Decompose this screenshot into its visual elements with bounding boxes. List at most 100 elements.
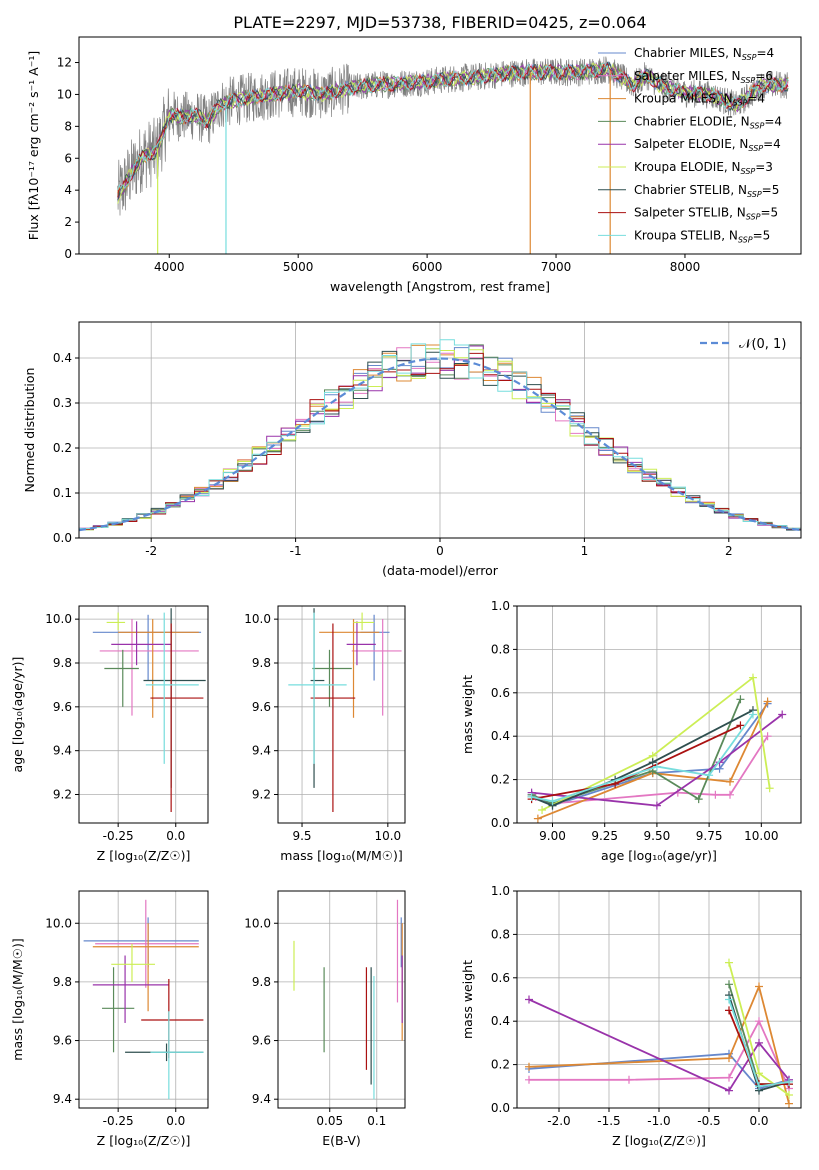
point-marker-salpeter-miles [525, 1075, 533, 1084]
series-line-salpeter-elodie [531, 713, 783, 807]
page-title: PLATE=2297, MJD=53738, FIBERID=0425, z=0… [233, 13, 646, 32]
tick-label-x: 9.50 [644, 829, 671, 843]
tick-label-x: 0.05 [316, 1114, 343, 1128]
y-axis-label: mass weight [460, 960, 475, 1039]
tick-label-x: 9.25 [591, 829, 618, 843]
tick-label-x: -2 [145, 544, 157, 558]
point-marker-kroupa-miles [525, 1062, 533, 1071]
tick-label-x: 7000 [541, 260, 572, 274]
series-line-salpeter-elodie [528, 998, 790, 1092]
tick-label-x: -0.25 [103, 829, 134, 843]
point-marker-kroupa-miles [533, 814, 542, 823]
axes-frame [277, 605, 406, 824]
tick-label-y: 12 [57, 56, 72, 70]
x-axis-label: Z [log₁₀(Z/Z☉)] [97, 1133, 191, 1148]
plot-age-vs-mass: 9.5 10.0 9.2 9.4 9.6 9.8 10.0 mass [log₁₀(M/M☉)… [244, 605, 406, 863]
point-marker-kroupa-elodie [765, 784, 774, 793]
tick-label-y: 9.8 [53, 975, 72, 989]
point-marker-salpeter-miles [625, 1075, 633, 1084]
plot-area [288, 608, 402, 813]
point-marker-salpeter-stelib [736, 721, 745, 730]
point-marker-chabrier-stelib [648, 758, 657, 767]
point-marker-salpeter-elodie [525, 995, 533, 1004]
tick-label-x: 8000 [670, 260, 701, 274]
x-axis-label: Z [log₁₀(Z/Z☉)] [97, 848, 191, 863]
tick-label-y: 9.6 [252, 1034, 271, 1048]
tick-label-y: 9.4 [53, 1092, 72, 1106]
tick-label-y: 0.6 [491, 971, 510, 985]
legend-label-gaussian: 𝒩(0, 1) [739, 337, 786, 352]
tick-label-y: 9.8 [53, 656, 72, 670]
tick-label-y: 0.4 [491, 729, 510, 743]
tick-label-y: 9.4 [252, 1092, 271, 1106]
point-marker-salpeter-elodie [778, 710, 787, 719]
tick-label-y: 10.0 [244, 612, 271, 626]
tick-label-x: -1 [290, 544, 302, 558]
point-marker-kroupa-stelib [785, 1077, 793, 1086]
legend-label-chabrier-stelib: Chabrier STELIB, NSSP=5 [634, 183, 779, 199]
tick-label-x: 10.0 [374, 829, 401, 843]
grid [79, 606, 208, 823]
tick-label-y: 0.0 [491, 816, 510, 830]
tick-label-x: -1.5 [597, 1114, 620, 1128]
series-line-kroupa-miles [528, 983, 790, 1104]
point-marker-kroupa-stelib [705, 771, 714, 780]
tick-label-y: 10.0 [45, 916, 72, 930]
y-axis-label: Flux [fλ10⁻¹⁷ erg cm⁻² s⁻¹ A⁻¹] [26, 51, 41, 240]
tick-label-x: 0.1 [367, 1114, 386, 1128]
series-line-kroupa-elodie [541, 675, 771, 811]
tick-label-x: 5000 [283, 260, 314, 274]
tick-label-y: 8 [64, 119, 72, 133]
axes-frame [78, 890, 209, 1109]
plot-area [79, 339, 801, 532]
tick-label-x: 9.00 [539, 829, 566, 843]
grid [278, 606, 405, 823]
model-line-kroupa-stelib [117, 62, 789, 191]
point-marker-salpeter-miles [726, 790, 734, 799]
point-marker-kroupa-stelib [755, 1082, 763, 1091]
point-marker-chabrier-elodie [725, 980, 733, 989]
plot-area [92, 608, 206, 813]
tick-label-x: 6000 [412, 260, 443, 274]
point-marker-salpeter-miles [763, 732, 772, 741]
tick-label-y: 10.0 [45, 612, 72, 626]
tick-label-y: 4 [64, 183, 72, 197]
legend-label-kroupa-miles: Kroupa MILES, NSSP=4 [634, 92, 765, 108]
tick-label-y: 0.4 [53, 351, 72, 365]
plot-mass-vs-Z: -0.25 0.0 9.4 9.6 9.8 10.0 Z [log₁₀(Z/Z☉)] mass… [10, 890, 209, 1148]
point-marker-kroupa-stelib [527, 792, 536, 801]
point-marker-kroupa-miles [725, 1054, 733, 1063]
model-line-chabrier-stelib [117, 61, 789, 201]
point-marker-salpeter-miles [725, 1073, 733, 1082]
tick-label-x: 9.75 [696, 829, 723, 843]
gaussian-reference-line [79, 357, 801, 532]
tick-label-y: 10.0 [244, 916, 271, 930]
point-marker-kroupa-miles [785, 1099, 793, 1108]
x-axis-label: mass [log₁₀(M/M☉)] [280, 848, 402, 863]
axes-frame [516, 890, 802, 1109]
tick-label-x: -0.5 [697, 1114, 720, 1128]
axes-frame [78, 605, 209, 824]
tick-label-y: 0.8 [491, 927, 510, 941]
plot-age-vs-Z: -0.25 0.0 9.2 9.4 9.6 9.8 10.0 Z [log₁₀(Z/Z☉)] a… [10, 605, 209, 863]
tick-label-x: 0.0 [166, 1114, 185, 1128]
tick-label-y: 0 [64, 247, 72, 261]
tick-label-x: 0 [436, 544, 444, 558]
legend-label-salpeter-elodie: Salpeter ELODIE, NSSP=4 [634, 137, 781, 153]
tick-label-y: 9.4 [252, 744, 271, 758]
plot-mass-vs-ebv: 0.05 0.1 9.4 9.6 9.8 10.0 E(B-V) [244, 890, 406, 1148]
tick-label-y: 0.6 [491, 686, 510, 700]
tick-label-y: 2 [64, 215, 72, 229]
y-axis-label: age [log₁₀(age/yr)] [10, 657, 25, 773]
point-marker-kroupa-stelib [725, 995, 733, 1004]
tick-label-y: 0.0 [491, 1101, 510, 1115]
tick-label-x: 9.5 [292, 829, 311, 843]
tick-label-x: 1 [581, 544, 589, 558]
plot-area [525, 958, 793, 1108]
legend-label-chabrier-elodie: Chabrier ELODIE, NSSP=4 [634, 114, 782, 130]
tick-label-y: 0.2 [491, 1058, 510, 1072]
series-line-salpeter-miles [535, 735, 769, 805]
tick-label-y: 0.3 [53, 396, 72, 410]
tick-label-x: 0.0 [166, 829, 185, 843]
